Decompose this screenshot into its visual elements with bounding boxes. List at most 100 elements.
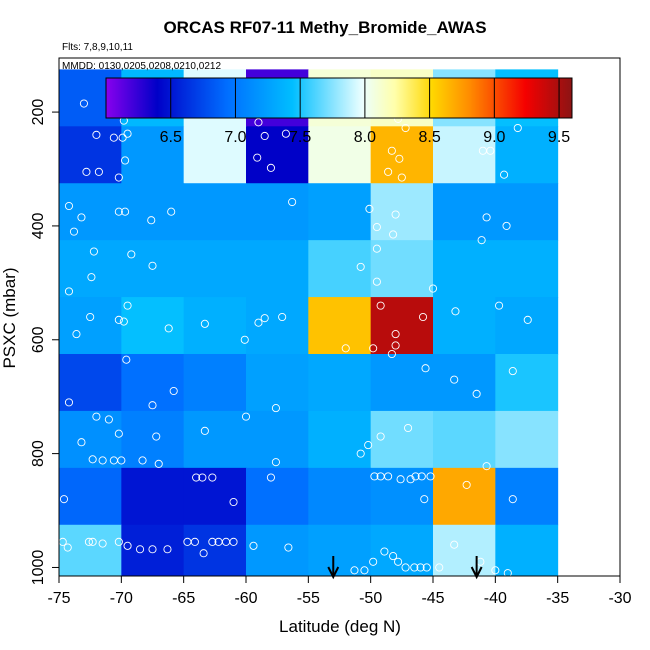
heatmap-cell [433,524,496,577]
sample-point [577,97,586,106]
sample-point [486,146,495,155]
heatmap-cell [246,410,309,469]
sample-point [450,375,459,384]
sample-point [200,319,209,328]
heatmap-cell [183,354,247,412]
sample-point [148,401,157,410]
sample-point [387,349,396,359]
arrow-head [327,566,340,580]
sample-point [406,475,415,484]
sample-point [69,227,79,236]
heatmap-cell [121,297,185,355]
sample-point [119,317,128,326]
heatmap-cell [370,183,434,241]
heatmap-cell [308,183,372,241]
y-axis-label: PSXC (mbar) [0,267,19,368]
heatmap-cell [59,354,122,412]
sample-point [401,563,410,572]
sample-point [387,146,396,155]
heatmap-cell [121,467,185,526]
heatmap-cell [308,297,372,355]
heatmap-cell [246,240,309,298]
x-axis-label: Latitude (deg N) [279,617,401,636]
sample-point [281,129,290,138]
sample-point [384,167,393,176]
x-tick-label: -70 [110,590,133,607]
x-tick-label: -30 [608,590,631,607]
heatmap-cell [246,183,309,241]
sample-point [391,210,400,219]
sample-point [477,236,486,245]
heatmap-cell [308,467,372,526]
colorbar-tick-label: 9.5 [548,129,570,146]
sample-point [369,344,378,353]
sample-point [491,566,500,575]
sample-point [163,545,172,554]
sample-point [389,552,398,561]
y-tick-label: 1000 [30,550,47,586]
heatmap-cell [495,297,559,355]
sample-point [79,99,88,108]
sample-point [229,497,238,507]
sample-point [411,472,420,481]
sample-point [89,247,98,256]
sample-point [84,537,93,546]
heatmap-cell [495,354,559,412]
sample-point [428,284,438,293]
sample-point [240,335,249,344]
sample-point [98,456,107,465]
heatmap-cell [246,126,309,184]
arrow-marker [470,556,483,580]
heatmap-cell [370,410,434,469]
heatmap-cell [495,410,559,469]
sample-point [199,549,208,558]
sample-point [86,312,95,322]
x-tick-label: -65 [172,590,195,607]
sample-point [208,473,217,482]
sample-point [190,537,199,546]
x-tick-label: -45 [421,590,444,607]
heatmap-cell [59,467,122,526]
sample-point [198,473,207,482]
sample-point [572,97,581,106]
sample-point [266,163,275,172]
sample-point [87,273,96,282]
sample-point [147,216,156,225]
x-tick-label: -35 [546,590,569,607]
heatmap-cell [183,183,247,241]
sample-point [508,367,517,376]
sample-point [241,412,251,421]
sample-point [92,130,101,139]
colorbar-tick-label: 7.0 [224,129,246,146]
sample-point [114,207,123,216]
heatmap-cell [433,297,496,355]
sample-point [117,456,126,465]
heatmap-cell [308,410,372,469]
sample-point [82,167,91,176]
arrow-head [470,566,483,580]
heatmap-cell [59,126,122,184]
heatmap-cell [246,297,309,355]
heatmap-cell [495,240,559,298]
sample-point [482,213,491,222]
sample-point [417,472,426,481]
heatmap-cell [121,410,185,469]
heatmap-cell [370,354,434,412]
sample-point [104,415,113,424]
sample-point [229,537,238,546]
sample-point [394,557,403,566]
sample-point [271,404,280,413]
sample-point [254,118,263,127]
sample-point [404,423,413,433]
sample-point [364,441,373,450]
sample-point [167,207,176,216]
y-axis: 200 400 600 800 1000 [30,99,59,586]
sample-point [422,563,431,572]
sample-point [384,472,393,481]
sample-point [410,563,419,572]
sample-point [356,262,365,271]
sample-point [370,472,379,481]
x-tick-label: -55 [297,590,320,607]
sample-point [121,156,130,165]
sample-point [389,230,398,239]
